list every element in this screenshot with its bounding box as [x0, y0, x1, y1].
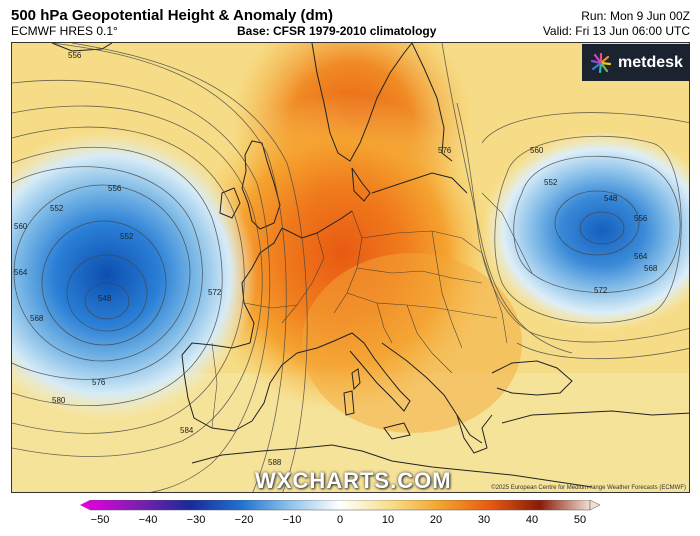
- colorbar-left-arrow: [80, 500, 90, 510]
- contour-label: 548: [98, 294, 112, 303]
- colorbar-tick-label: 40: [525, 514, 539, 526]
- contour-label: 556: [634, 214, 648, 223]
- contour-label: 568: [30, 314, 44, 323]
- southern-warm-anomaly: [302, 253, 522, 433]
- contour-label: 576: [438, 146, 452, 155]
- colorbar-scale: [80, 499, 601, 511]
- model-label: ECMWF HRES 0.1°: [11, 24, 118, 38]
- colorbar-tick-label: −50: [90, 514, 110, 526]
- contour-label: 580: [52, 396, 66, 405]
- metdesk-logo: metdesk: [582, 44, 690, 81]
- colorbar-tick-label: 50: [573, 514, 587, 526]
- colorbar-tick-label: 20: [429, 514, 443, 526]
- contour-label: 588: [268, 458, 282, 467]
- contour-label: 584: [180, 426, 194, 435]
- contour-label: 572: [594, 286, 608, 295]
- country-borders: [211, 192, 533, 429]
- colorbar-tick-label: 30: [477, 514, 491, 526]
- contour-label: 560: [14, 222, 28, 231]
- weather-map: 548 552 552 556 556 560 564 568 572 576 …: [11, 42, 690, 493]
- anomaly-colorbar: −50 −40 −30 −20 −10 0 10 20 30 40 50: [80, 499, 601, 536]
- base-climatology-label: Base: CFSR 1979-2010 climatology: [237, 24, 437, 38]
- colorbar-tick-label: −30: [186, 514, 206, 526]
- wxcharts-watermark: WXCHARTS.COM: [255, 468, 452, 493]
- contour-label: 552: [544, 178, 558, 187]
- contour-label: 568: [644, 264, 658, 273]
- contour-label: 552: [50, 204, 64, 213]
- colorbar-tick-label: −10: [282, 514, 302, 526]
- colorbar-tick-label: 0: [336, 514, 344, 526]
- colorbar-right-arrow: [589, 499, 601, 511]
- run-time-label: Run: Mon 9 Jun 00Z: [581, 9, 690, 23]
- header: 500 hPa Geopotential Height & Anomaly (d…: [0, 0, 700, 42]
- contour-labels: 548 552 552 556 556 560 564 568 572 576 …: [14, 51, 658, 467]
- atlantic-cold-anomaly: [12, 130, 257, 420]
- coastlines: [51, 43, 689, 488]
- contour-label: 576: [92, 378, 106, 387]
- colorbar-tick-label: −40: [138, 514, 158, 526]
- copyright-note: ©2025 European Centre for Medium-range W…: [491, 485, 686, 491]
- contour-label: 564: [14, 268, 28, 277]
- russia-cold-anomaly: [482, 131, 689, 331]
- colorbar-tick-label: 10: [381, 514, 395, 526]
- contour-label: 560: [530, 146, 544, 155]
- contour-label: 556: [68, 51, 82, 60]
- colorbar-gradient: [89, 499, 591, 511]
- colorbar-tick-label: −20: [234, 514, 254, 526]
- contour-label: 572: [208, 288, 222, 297]
- metdesk-star-icon: [590, 52, 612, 73]
- contour-label: 556: [108, 184, 122, 193]
- height-contours: [12, 43, 689, 492]
- contour-label: 548: [604, 194, 618, 203]
- metdesk-logo-text: metdesk: [618, 53, 683, 71]
- valid-time-label: Valid: Fri 13 Jun 06:00 UTC: [542, 24, 690, 38]
- contour-label: 564: [634, 252, 648, 261]
- chart-title: 500 hPa Geopotential Height & Anomaly (d…: [11, 7, 333, 24]
- map-svg: 548 552 552 556 556 560 564 568 572 576 …: [12, 43, 689, 492]
- contour-label: 552: [120, 232, 134, 241]
